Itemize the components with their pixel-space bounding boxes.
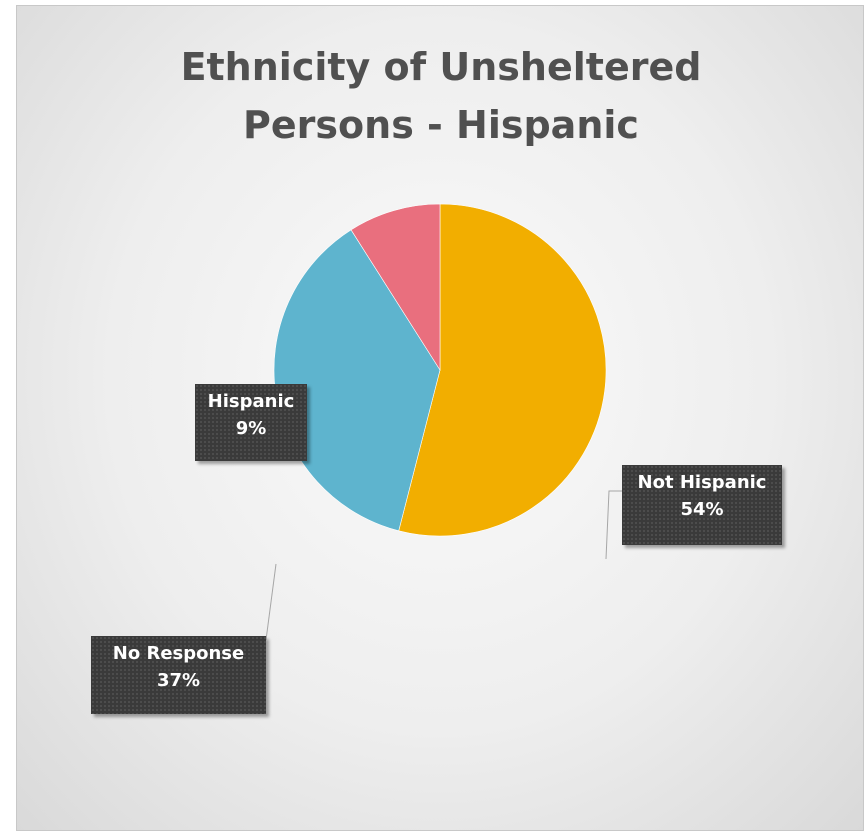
data-label-not-hispanic: Not Hispanic 54%	[622, 465, 782, 545]
chart-title: Ethnicity of Unsheltered Persons - Hispa…	[17, 38, 865, 154]
data-label-hispanic: Hispanic 9%	[195, 384, 307, 461]
data-label-no-response-percent: 37%	[156, 670, 201, 691]
pie-slice-not-hispanic	[398, 203, 607, 537]
leader-line-not-hispanic	[605, 490, 622, 560]
data-label-hispanic-percent: 9%	[235, 418, 267, 439]
pie-slice-hispanic	[350, 203, 441, 372]
data-label-not-hispanic-name: Not Hispanic	[637, 472, 767, 493]
leader-line-no-response	[265, 563, 277, 641]
data-label-no-response-name: No Response	[112, 643, 245, 664]
chart-title-line-1: Ethnicity of Unsheltered	[180, 45, 702, 89]
data-label-hispanic-name: Hispanic	[207, 391, 295, 412]
data-label-no-response: No Response 37%	[91, 636, 266, 714]
chart-title-line-2: Persons - Hispanic	[243, 103, 639, 147]
pie-chart	[265, 203, 622, 641]
chart-area: Ethnicity of Unsheltered Persons - Hispa…	[16, 5, 864, 831]
data-label-not-hispanic-percent: 54%	[680, 499, 724, 520]
